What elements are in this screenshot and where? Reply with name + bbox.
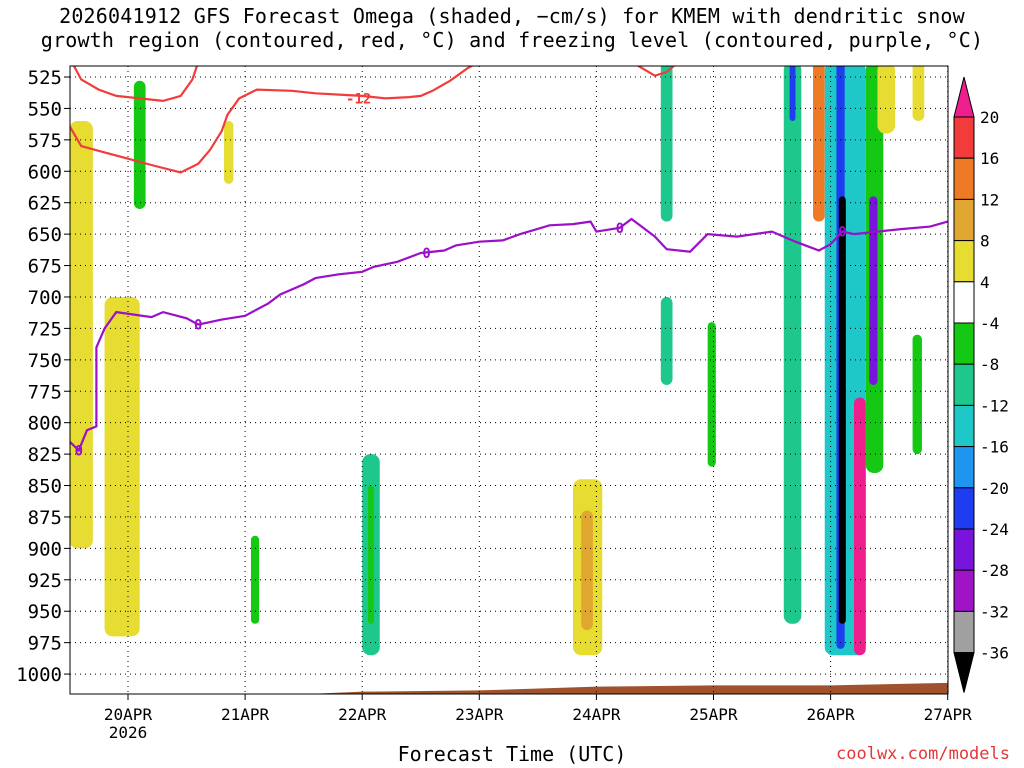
dgz-contour-label: -12 [346, 91, 371, 107]
freezing-contour-label: 0 [75, 443, 83, 459]
colorbar-label: 20 [980, 108, 999, 127]
x-tick-sublabel: 2026 [109, 723, 148, 742]
x-tick-label: 25APR [689, 705, 738, 724]
colorbar-label: -20 [980, 479, 1009, 498]
colorbar-swatch [953, 322, 975, 365]
y-tick-label: 550 [28, 98, 62, 120]
x-tick-label: 21APR [221, 705, 270, 724]
colorbar-label: 16 [980, 149, 999, 168]
colorbar-swatch [953, 363, 975, 406]
y-tick-label: 900 [28, 538, 62, 560]
y-tick-label: 700 [28, 287, 62, 309]
x-tick-label: 26APR [807, 705, 856, 724]
omega-shade [869, 196, 878, 385]
colorbar-swatch [953, 157, 975, 200]
freezing-level-line [70, 217, 948, 453]
colorbar-swatch [953, 446, 975, 489]
omega-shade [912, 334, 922, 455]
omega-shade [789, 66, 796, 121]
y-tick-label: 925 [28, 570, 62, 592]
y-tick-label: 875 [28, 507, 62, 529]
colorbar-label: -16 [980, 438, 1009, 457]
y-tick-label: 825 [28, 444, 62, 466]
colorbar-swatch [953, 116, 975, 159]
y-tick-label: 725 [28, 318, 62, 340]
y-tick-label: 850 [28, 476, 62, 498]
chart-title-line-2: growth region (contoured, red, °C) and f… [40, 28, 984, 52]
colorbar-label: 8 [980, 232, 990, 251]
terrain-fill [70, 682, 948, 694]
colorbar-swatch [953, 198, 975, 242]
omega-shade [660, 66, 673, 222]
y-tick-label: 575 [28, 130, 62, 152]
dgz-isotherm-line [70, 66, 475, 174]
omega-shade [707, 322, 716, 467]
omega-shade [783, 66, 802, 624]
omega-shade [854, 397, 866, 656]
colorbar-swatch [953, 528, 975, 571]
x-tick-label: 24APR [572, 705, 621, 724]
omega-shade [813, 66, 825, 222]
colorbar-swatch [953, 569, 975, 612]
colorbar-label: -36 [980, 644, 1009, 663]
x-tick-label: 27APR [924, 705, 973, 724]
plot-frame [69, 65, 949, 695]
y-tick-label: 650 [28, 224, 62, 246]
y-tick-label: 675 [28, 256, 62, 278]
x-axis-title: Forecast Time (UTC) [397, 742, 627, 766]
freezing-contour-label: 0 [616, 221, 624, 237]
colorbar-label: 12 [980, 190, 999, 209]
colorbar-swatch [953, 487, 975, 530]
colorbar-label: -24 [980, 520, 1009, 539]
colorbar-swatch [953, 240, 975, 283]
y-tick-label: 750 [28, 350, 62, 372]
y-tick-label: 525 [28, 67, 62, 89]
colorbar-label: 4 [980, 273, 990, 292]
colorbar-swatch [953, 281, 975, 324]
omega-shade [70, 120, 93, 549]
omega-shade [133, 80, 146, 209]
credit-label: coolwx.com/models [836, 744, 1010, 764]
colorbar-label: -4 [980, 314, 999, 333]
y-tick-label: 975 [28, 633, 62, 655]
colorbar-swatch [953, 404, 975, 448]
omega-shade [224, 120, 234, 184]
colorbar-top-arrow [953, 76, 975, 118]
x-tick-label: 23APR [455, 705, 504, 724]
x-tick-label: 20APR [104, 705, 153, 724]
freezing-contour-label: 0 [422, 246, 430, 262]
colorbar-label: -32 [980, 602, 1009, 621]
dgz-isotherm-line [72, 66, 199, 103]
omega-shade [104, 296, 140, 637]
colorbar-swatch [953, 610, 975, 654]
colorbar-label: -28 [980, 561, 1009, 580]
omega-shade [660, 296, 673, 385]
omega-shade [368, 485, 374, 624]
colorbar-label: -8 [980, 355, 999, 374]
omega-shade [877, 66, 896, 134]
y-tick-label: 625 [28, 193, 62, 215]
y-tick-label: 775 [28, 381, 62, 403]
chart-title-line-1: 2026041912 GFS Forecast Omega (shaded, −… [59, 4, 965, 28]
x-tick-label: 22APR [338, 705, 387, 724]
y-tick-label: 1000 [16, 664, 62, 686]
y-tick-label: 950 [28, 601, 62, 623]
dgz-isotherm-line [636, 66, 676, 77]
y-tick-label: 600 [28, 161, 62, 183]
omega-shade [838, 196, 846, 624]
plot-area: -12 0 0 0 0 0 [70, 66, 948, 694]
freezing-contour-label: 0 [838, 225, 846, 241]
colorbar-bottom-arrow [953, 652, 975, 693]
y-tick-label: 800 [28, 413, 62, 435]
colorbar-label: -12 [980, 396, 1009, 415]
omega-shade [912, 66, 925, 121]
freezing-contour-label: 0 [194, 318, 202, 334]
omega-shade [581, 510, 593, 631]
